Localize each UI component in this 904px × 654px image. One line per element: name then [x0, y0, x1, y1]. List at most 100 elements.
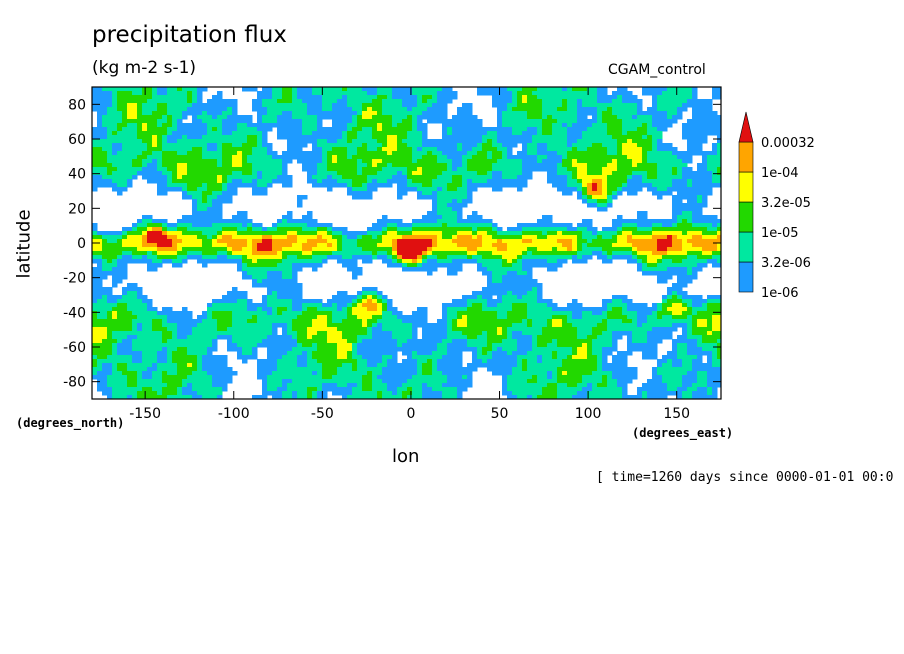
field-cell — [502, 159, 508, 164]
field-cell — [157, 235, 163, 240]
field-cell — [432, 251, 438, 256]
field-cell — [477, 119, 483, 124]
field-cell — [317, 175, 323, 180]
field-cell — [247, 179, 253, 184]
field-cell — [287, 279, 293, 284]
field-cell — [172, 99, 178, 104]
field-cell — [117, 191, 123, 196]
field-cell — [132, 111, 138, 116]
field-cell — [572, 131, 578, 136]
field-cell — [567, 155, 573, 160]
field-cell — [92, 279, 98, 284]
field-cell — [277, 251, 283, 256]
field-cell — [212, 259, 218, 264]
field-cell — [202, 183, 208, 188]
field-cell — [352, 251, 358, 256]
field-cell — [532, 111, 538, 116]
field-cell — [707, 111, 713, 116]
field-cell — [357, 159, 363, 164]
field-cell — [687, 267, 693, 272]
field-cell — [217, 231, 223, 236]
field-cell — [422, 159, 428, 164]
field-cell — [682, 87, 688, 92]
field-cell — [552, 95, 558, 100]
field-cell — [187, 135, 193, 140]
field-cell — [652, 171, 658, 176]
field-cell — [132, 283, 138, 288]
field-cell — [352, 103, 358, 108]
field-cell — [162, 191, 168, 196]
field-cell — [672, 287, 678, 292]
field-cell — [717, 251, 721, 256]
field-cell — [452, 267, 458, 272]
field-cell — [692, 131, 698, 136]
field-cell — [547, 267, 553, 272]
field-cell — [437, 239, 443, 244]
field-cell — [662, 171, 668, 176]
field-cell — [712, 159, 718, 164]
field-cell — [387, 251, 393, 256]
field-cell — [677, 179, 683, 184]
field-cell — [242, 183, 248, 188]
field-cell — [717, 139, 721, 144]
field-cell — [282, 115, 288, 120]
field-cell — [637, 175, 643, 180]
field-cell — [702, 223, 708, 228]
field-cell — [367, 87, 373, 92]
field-cell — [122, 95, 128, 100]
field-cell — [672, 283, 678, 288]
field-cell — [462, 231, 468, 236]
field-cell — [532, 95, 538, 100]
field-cell — [417, 155, 423, 160]
field-cell — [492, 255, 498, 260]
field-cell — [647, 131, 653, 136]
field-cell — [342, 155, 348, 160]
field-cell — [482, 291, 488, 296]
field-cell — [667, 115, 673, 120]
field-cell — [597, 91, 603, 96]
field-cell — [92, 247, 98, 252]
field-cell — [697, 131, 703, 136]
field-cell — [297, 223, 303, 228]
field-cell — [647, 159, 653, 164]
field-cell — [187, 127, 193, 132]
field-cell — [187, 171, 193, 176]
field-cell — [162, 151, 168, 156]
field-cell — [507, 263, 513, 268]
field-cell — [432, 259, 438, 264]
field-cell — [377, 243, 383, 248]
field-cell — [252, 247, 258, 252]
field-cell — [402, 175, 408, 180]
field-cell — [297, 107, 303, 112]
field-cell — [417, 91, 423, 96]
field-cell — [222, 231, 228, 236]
field-cell — [132, 95, 138, 100]
field-cell — [297, 127, 303, 132]
field-cell — [657, 131, 663, 136]
field-cell — [607, 163, 613, 168]
field-cell — [327, 155, 333, 160]
field-cell — [157, 119, 163, 124]
field-cell — [577, 87, 583, 92]
field-cell — [567, 171, 573, 176]
field-cell — [257, 175, 263, 180]
field-cell — [157, 159, 163, 164]
field-cell — [532, 283, 538, 288]
field-cell — [597, 115, 603, 120]
field-cell — [617, 107, 623, 112]
field-cell — [377, 103, 383, 108]
field-cell — [107, 139, 113, 144]
field-cell — [327, 107, 333, 112]
field-cell — [542, 87, 548, 92]
field-cell — [197, 111, 203, 116]
field-cell — [222, 259, 228, 264]
field-cell — [252, 179, 258, 184]
field-cell — [312, 111, 318, 116]
field-cell — [252, 163, 258, 168]
field-cell — [127, 287, 133, 292]
field-cell — [247, 171, 253, 176]
field-cell — [107, 127, 113, 132]
field-cell — [267, 167, 273, 172]
field-cell — [202, 255, 208, 260]
field-cell — [262, 159, 268, 164]
